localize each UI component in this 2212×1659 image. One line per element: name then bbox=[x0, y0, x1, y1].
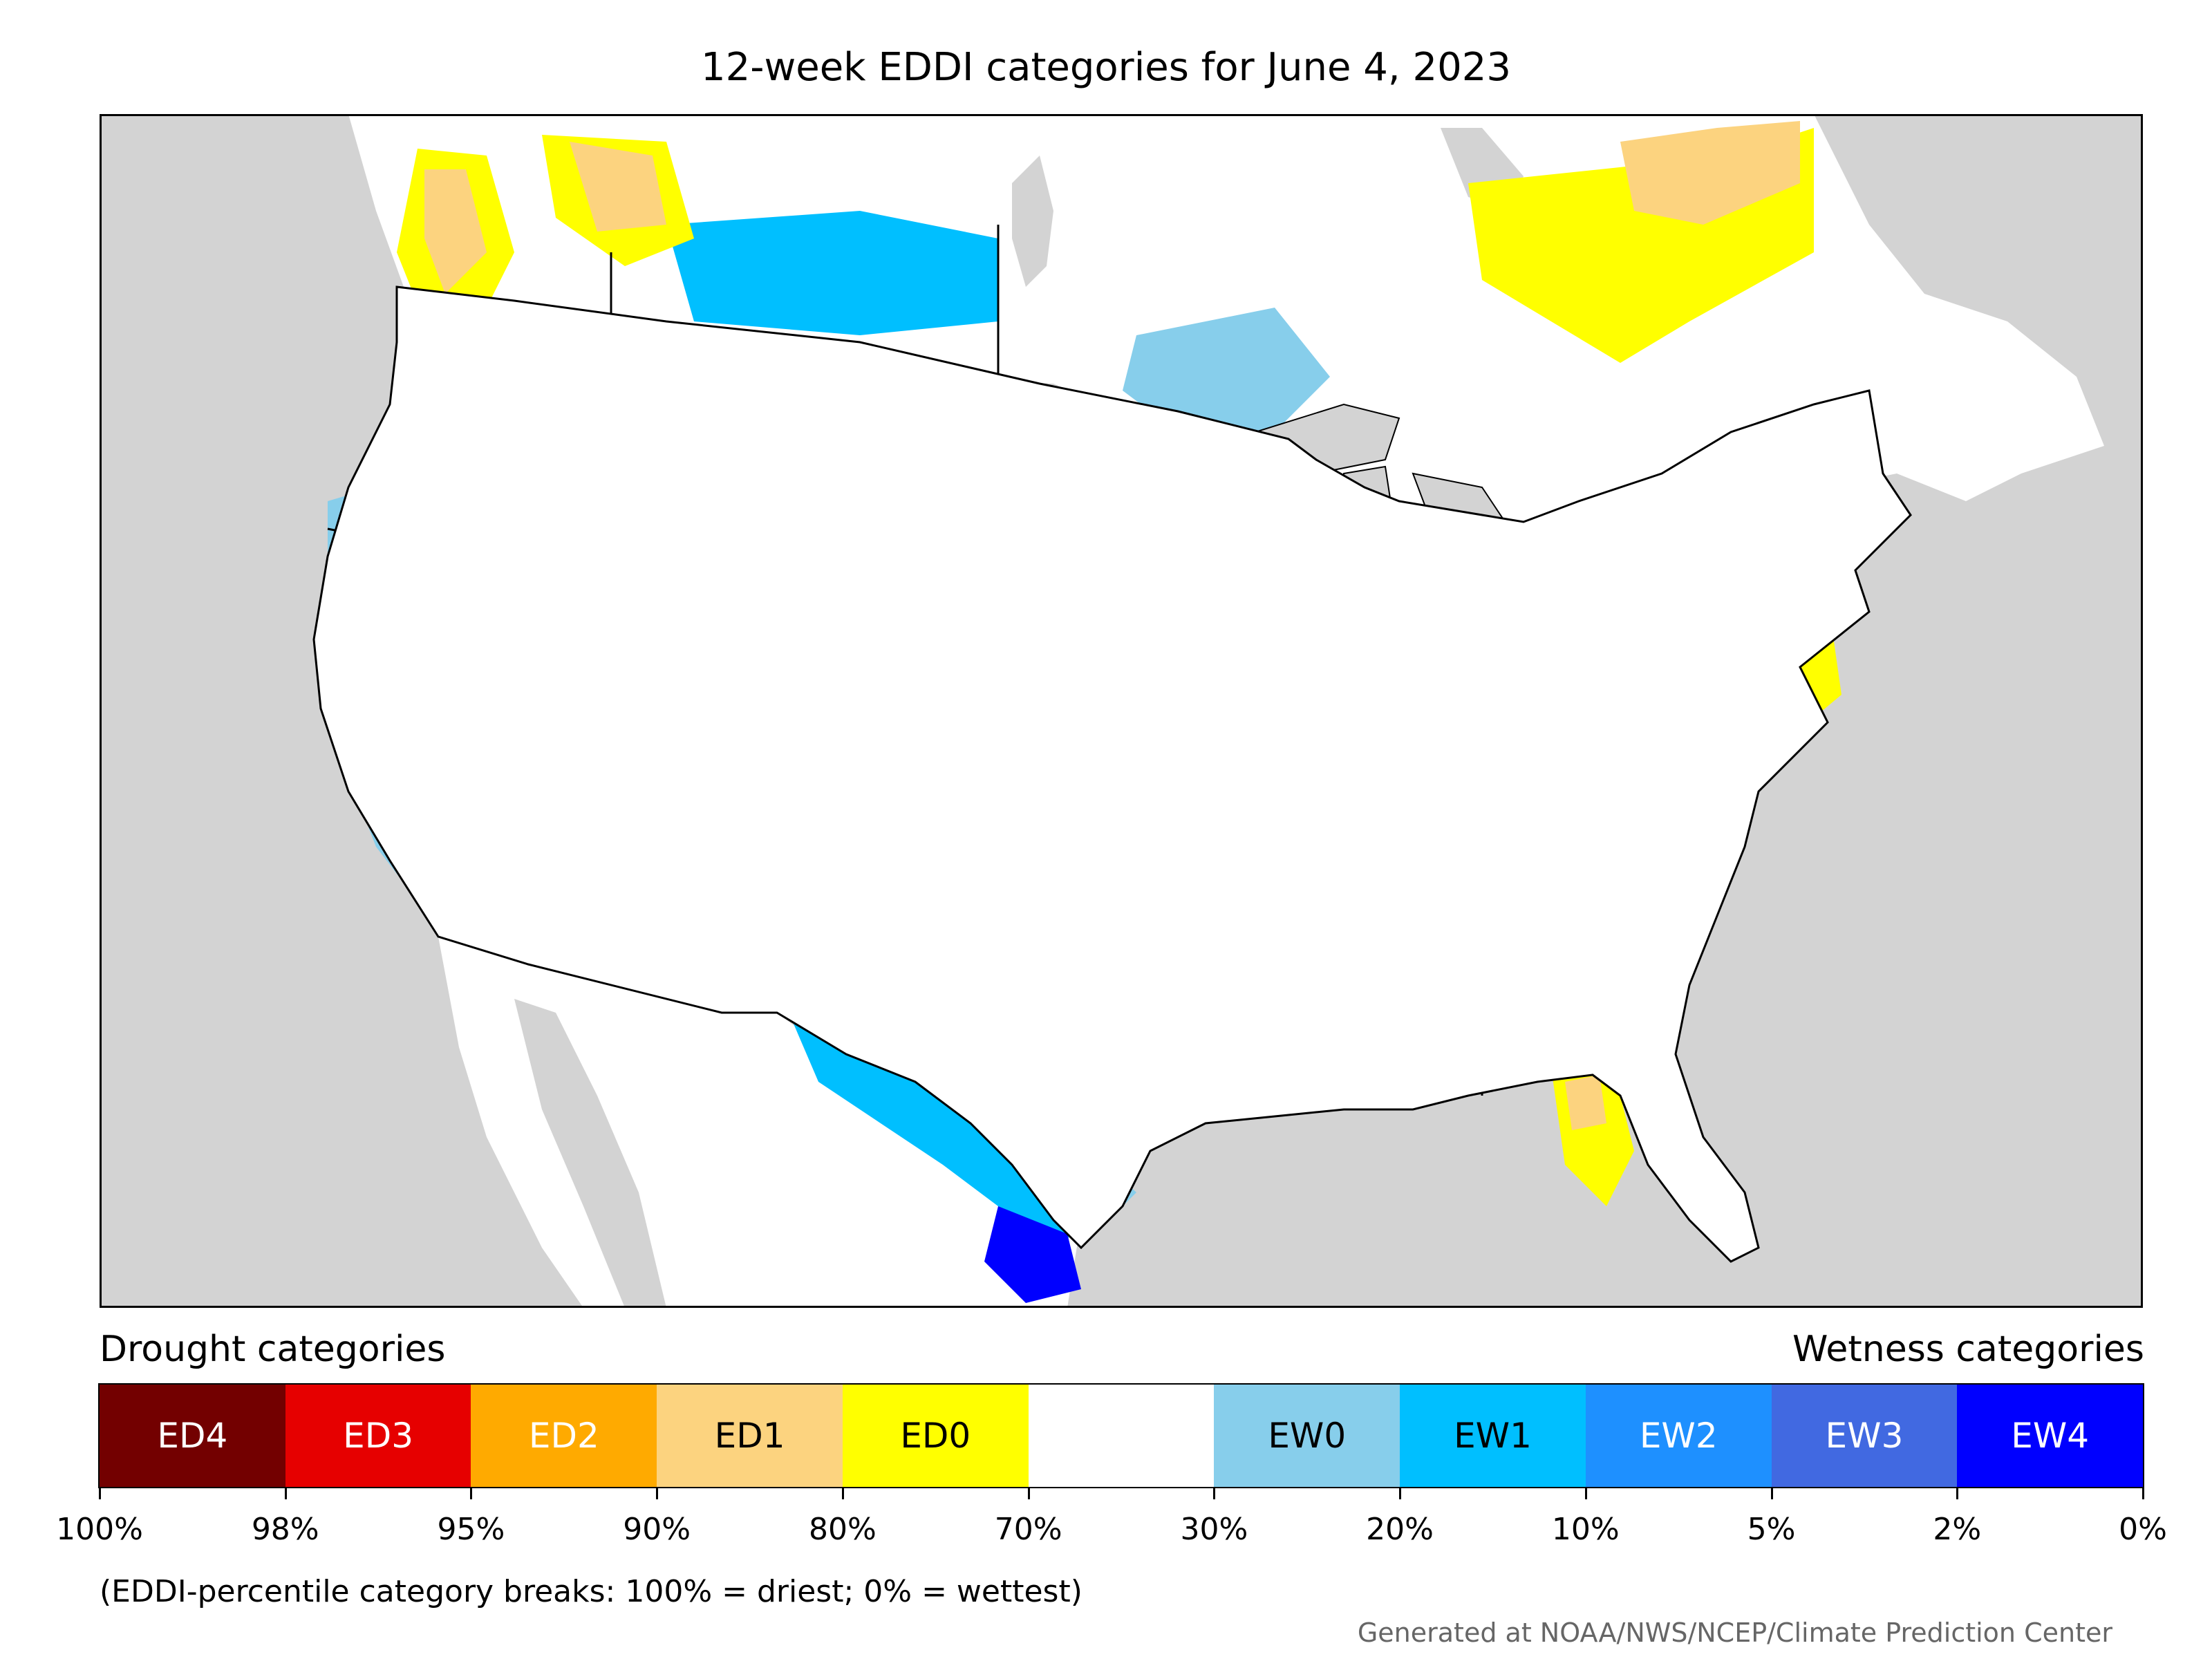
colorbar-tick-label: 0% bbox=[2119, 1512, 2167, 1547]
legend-cell-ew3: EW3 bbox=[1771, 1385, 1958, 1487]
eddi-map bbox=[100, 114, 2143, 1308]
colorbar-tick bbox=[1213, 1487, 1216, 1499]
colorbar-tick bbox=[841, 1487, 844, 1499]
colorbar-tick-label: 100% bbox=[56, 1512, 143, 1547]
legend-cell-ed3: ED3 bbox=[285, 1385, 471, 1487]
category-colorbar: ED4 ED3 ED2 ED1 ED0 EW0 EW1 EW2 EW3 EW4 bbox=[98, 1383, 2144, 1488]
legend-cell-normal bbox=[1028, 1385, 1215, 1487]
colorbar-tick-label: 80% bbox=[809, 1512, 877, 1547]
colorbar-tick-label: 20% bbox=[1366, 1512, 1434, 1547]
colorbar-tick-label: 5% bbox=[1747, 1512, 1796, 1547]
legend-cell-ew1: EW1 bbox=[1400, 1385, 1586, 1487]
colorbar-tick-label: 30% bbox=[1180, 1512, 1248, 1547]
colorbar-tick bbox=[284, 1487, 287, 1499]
credit-line: Generated at NOAA/NWS/NCEP/Climate Predi… bbox=[1357, 1618, 2112, 1648]
wetness-categories-heading: Wetness categories bbox=[1792, 1329, 2144, 1370]
colorbar-tick bbox=[2142, 1487, 2144, 1499]
legend-cell-ew4: EW4 bbox=[1957, 1385, 2144, 1487]
colorbar-tick-label: 10% bbox=[1551, 1512, 1620, 1547]
canada-lake bbox=[1012, 156, 1053, 287]
legend-cell-ew2: EW2 bbox=[1585, 1385, 1772, 1487]
colorbar-tick bbox=[1584, 1487, 1587, 1499]
legend-cell-ed4: ED4 bbox=[100, 1385, 285, 1487]
gulf-of-california bbox=[514, 999, 666, 1308]
drought-categories-heading: Drought categories bbox=[100, 1329, 446, 1370]
map-title: 12-week EDDI categories for June 4, 2023 bbox=[701, 45, 1511, 90]
map-frame bbox=[100, 114, 2143, 1308]
colorbar-tick-label: 2% bbox=[1933, 1512, 1982, 1547]
colorbar-tick bbox=[1399, 1487, 1402, 1499]
colorbar-tick bbox=[99, 1487, 101, 1499]
legend-cell-ed2: ED2 bbox=[471, 1385, 657, 1487]
legend-cell-ed0: ED0 bbox=[842, 1385, 1029, 1487]
percentile-note: (EDDI-percentile category breaks: 100% =… bbox=[100, 1574, 1082, 1609]
legend-cell-ew0: EW0 bbox=[1214, 1385, 1400, 1487]
colorbar-tick bbox=[1027, 1487, 1030, 1499]
colorbar-tick bbox=[470, 1487, 473, 1499]
colorbar-tick-label: 95% bbox=[437, 1512, 505, 1547]
colorbar-tick-label: 98% bbox=[251, 1512, 319, 1547]
colorbar-tick bbox=[1770, 1487, 1773, 1499]
colorbar-tick bbox=[1956, 1487, 1959, 1499]
colorbar-tick bbox=[656, 1487, 659, 1499]
colorbar-tick-label: 90% bbox=[623, 1512, 691, 1547]
colorbar-tick-label: 70% bbox=[994, 1512, 1062, 1547]
colorbar-ticks bbox=[99, 1487, 2144, 1501]
legend-cell-ed1: ED1 bbox=[657, 1385, 843, 1487]
